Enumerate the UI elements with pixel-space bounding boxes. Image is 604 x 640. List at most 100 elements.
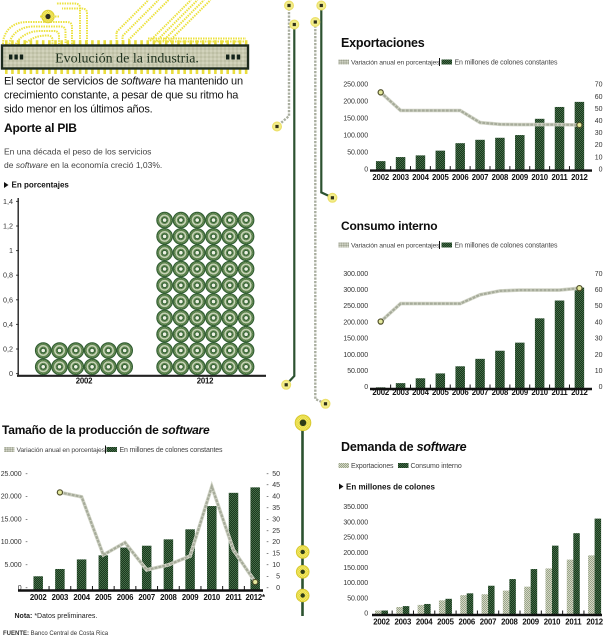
svg-text:2009: 2009 — [182, 593, 199, 602]
svg-text:2004: 2004 — [412, 173, 429, 182]
svg-text:2010: 2010 — [544, 617, 561, 626]
svg-text:30: 30 — [595, 130, 603, 137]
svg-text:2008: 2008 — [492, 388, 509, 397]
svg-text:-: - — [266, 471, 269, 478]
svg-text:2008: 2008 — [501, 617, 518, 626]
svg-text:1,4: 1,4 — [3, 197, 13, 206]
svg-text:25.000: 25.000 — [1, 471, 22, 478]
svg-text:-: - — [25, 516, 28, 523]
svg-text:2004: 2004 — [73, 593, 90, 602]
svg-text:2003: 2003 — [395, 617, 412, 626]
svg-text:150.000: 150.000 — [343, 336, 368, 343]
svg-text:2006: 2006 — [458, 617, 475, 626]
svg-text:Variación anual en porcentajes: Variación anual en porcentajes — [351, 243, 440, 250]
svg-text:2008: 2008 — [492, 173, 509, 182]
svg-text:-: - — [266, 505, 269, 512]
svg-text:-: - — [266, 482, 269, 489]
svg-text:20: 20 — [595, 352, 603, 359]
svg-text:5.000: 5.000 — [4, 562, 21, 569]
svg-text:350.000: 350.000 — [343, 504, 368, 511]
svg-text:0: 0 — [18, 585, 22, 592]
svg-text:-: - — [25, 494, 28, 501]
svg-text:En millones de colones constan: En millones de colones constantes — [455, 60, 558, 67]
svg-text:2003: 2003 — [392, 388, 409, 397]
svg-text:50: 50 — [595, 303, 603, 310]
svg-text:2009: 2009 — [522, 617, 539, 626]
svg-text:200.000: 200.000 — [343, 550, 368, 557]
svg-text:2011: 2011 — [551, 173, 568, 182]
svg-text:0,6: 0,6 — [3, 295, 13, 304]
svg-text:-: - — [266, 516, 269, 523]
svg-text:En millones de colones: En millones de colones — [346, 483, 435, 492]
svg-text:2002: 2002 — [76, 377, 93, 386]
svg-text:-: - — [266, 585, 269, 592]
svg-text:2005: 2005 — [432, 173, 449, 182]
svg-text:2002: 2002 — [373, 617, 390, 626]
svg-text:2004: 2004 — [416, 617, 433, 626]
svg-text:2005: 2005 — [95, 593, 112, 602]
svg-text:30: 30 — [272, 516, 280, 523]
svg-text:45: 45 — [272, 482, 280, 489]
svg-text:2010: 2010 — [531, 173, 548, 182]
svg-text:2012: 2012 — [571, 388, 588, 397]
svg-text:20: 20 — [272, 539, 280, 546]
svg-text:0: 0 — [599, 166, 603, 173]
svg-text:300.000: 300.000 — [343, 287, 368, 294]
svg-text:2002: 2002 — [30, 593, 47, 602]
svg-text:2007: 2007 — [480, 617, 497, 626]
svg-text:50.000: 50.000 — [347, 595, 368, 602]
svg-text:40: 40 — [595, 118, 603, 125]
svg-text:0: 0 — [276, 585, 280, 592]
svg-text:-: - — [25, 471, 28, 478]
svg-text:10: 10 — [272, 562, 280, 569]
svg-text:Consumo interno: Consumo interno — [411, 463, 462, 470]
svg-text:de software en la economía cre: de software en la economía creció 1,03%. — [4, 160, 162, 170]
svg-text:Variación anual en porcentajes: Variación anual en porcentajes — [351, 60, 440, 67]
svg-text:Evolución de la industria.: Evolución de la industria. — [55, 52, 199, 67]
svg-text:25: 25 — [272, 528, 280, 535]
svg-text:10: 10 — [595, 368, 603, 375]
svg-text:70: 70 — [595, 82, 603, 89]
svg-text:250.000: 250.000 — [343, 303, 368, 310]
svg-text:20.000: 20.000 — [1, 494, 22, 501]
svg-text:300.000: 300.000 — [343, 271, 368, 278]
svg-text:2011: 2011 — [565, 617, 582, 626]
svg-text:-: - — [266, 551, 269, 558]
svg-text:1,2: 1,2 — [3, 222, 13, 231]
svg-text:-: - — [266, 539, 269, 546]
svg-text:50: 50 — [595, 106, 603, 113]
svg-text:Aporte al PIB: Aporte al PIB — [4, 121, 77, 135]
svg-text:2007: 2007 — [472, 173, 489, 182]
svg-text:-: - — [25, 562, 28, 569]
svg-text:0,8: 0,8 — [3, 271, 13, 280]
svg-text:-: - — [266, 573, 269, 580]
svg-text:El sector de servicios de soft: El sector de servicios de software ha ma… — [4, 76, 243, 88]
svg-text:60: 60 — [595, 287, 603, 294]
svg-text:100.000: 100.000 — [343, 580, 368, 587]
svg-text:2010: 2010 — [204, 593, 221, 602]
svg-text:Consumo interno: Consumo interno — [341, 219, 437, 233]
svg-text:0: 0 — [364, 166, 368, 173]
svg-text:2003: 2003 — [52, 593, 69, 602]
svg-text:35: 35 — [272, 505, 280, 512]
svg-text:2008: 2008 — [160, 593, 177, 602]
svg-text:20: 20 — [595, 142, 603, 149]
svg-text:2012*: 2012* — [246, 593, 267, 602]
svg-text:50.000: 50.000 — [347, 368, 368, 375]
svg-text:2009: 2009 — [512, 173, 529, 182]
svg-text:2012: 2012 — [197, 377, 214, 386]
svg-text:50: 50 — [272, 471, 280, 478]
svg-text:sido menor en los últimos años: sido menor en los últimos años. — [4, 104, 153, 116]
svg-text:-: - — [266, 494, 269, 501]
svg-text:2012: 2012 — [586, 617, 603, 626]
svg-text:-: - — [266, 562, 269, 569]
svg-text:2006: 2006 — [117, 593, 134, 602]
svg-text:0: 0 — [9, 369, 13, 378]
svg-text:2012: 2012 — [571, 173, 588, 182]
svg-text:0: 0 — [364, 384, 368, 391]
svg-text:100.000: 100.000 — [343, 352, 368, 359]
svg-text:Exportaciones: Exportaciones — [351, 463, 394, 470]
svg-text:Nota: *Datos preliminares.: Nota: *Datos preliminares. — [15, 613, 98, 620]
svg-text:0,4: 0,4 — [3, 320, 13, 329]
svg-text:40: 40 — [595, 319, 603, 326]
